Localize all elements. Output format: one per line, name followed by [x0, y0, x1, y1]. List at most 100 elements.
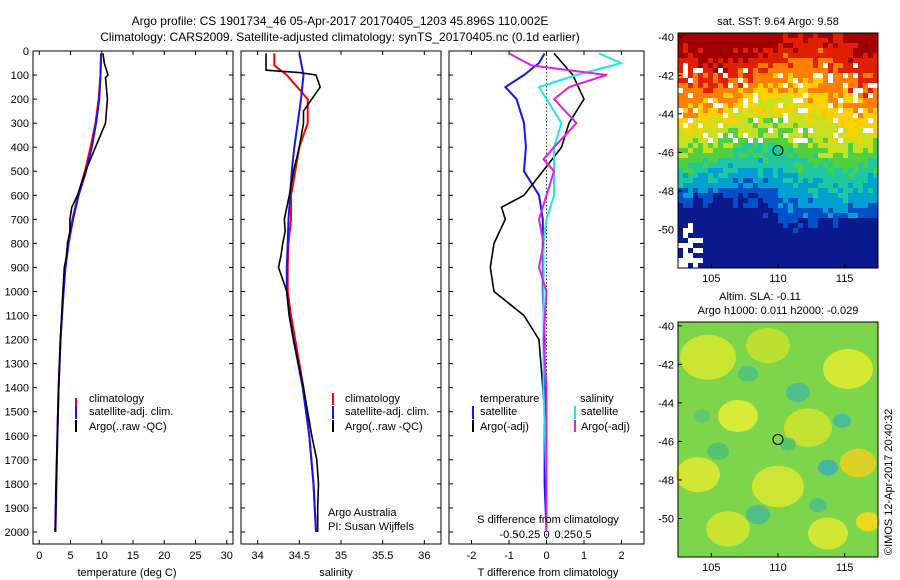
heatmap-cell — [843, 248, 849, 254]
heatmap-cell — [788, 188, 794, 194]
heatmap-cell — [728, 58, 734, 64]
heatmap-cell — [733, 178, 739, 184]
heatmap-cell — [688, 118, 694, 124]
heatmap-cell — [713, 58, 719, 64]
heatmap-cell — [858, 123, 864, 129]
heatmap-cell — [793, 213, 799, 219]
heatmap-cell — [718, 263, 724, 269]
heatmap-cell — [783, 128, 789, 134]
sla-map-subtitle: Argo h1000: 0.011 h2000: -0.029 — [698, 305, 859, 317]
heatmap-cell — [868, 73, 874, 79]
heatmap-cell — [693, 128, 699, 134]
heatmap-cell — [713, 113, 719, 119]
heatmap-cell — [723, 48, 729, 54]
heatmap-cell — [743, 238, 749, 244]
heatmap-cell — [803, 173, 809, 179]
heatmap-cell — [708, 198, 714, 204]
heatmap-cell — [693, 103, 699, 109]
heatmap-cell — [758, 38, 764, 44]
heatmap-cell — [863, 103, 869, 109]
x-tick-label: -1 — [504, 550, 514, 562]
heatmap-cell — [683, 33, 689, 39]
heatmap-cell — [718, 188, 724, 194]
heatmap-cell — [843, 223, 849, 229]
heatmap-cell — [728, 68, 734, 74]
y-tick-label: 800 — [11, 238, 29, 250]
heatmap-cell — [678, 198, 684, 204]
heatmap-cell — [733, 163, 739, 169]
heatmap-cell — [708, 213, 714, 219]
heatmap-cell — [868, 33, 874, 39]
heatmap-cell — [743, 108, 749, 114]
heatmap-cell — [858, 88, 864, 94]
heatmap-cell — [763, 33, 769, 39]
heatmap-cell — [723, 38, 729, 44]
heatmap-cell — [778, 133, 784, 139]
heatmap-cell — [803, 228, 809, 234]
heatmap-cell — [833, 153, 839, 159]
heatmap-cell — [693, 193, 699, 199]
heatmap-cell — [698, 48, 704, 54]
heatmap-cell — [723, 33, 729, 39]
heatmap-cell — [778, 233, 784, 239]
heatmap-cell — [753, 93, 759, 99]
heatmap-cell — [758, 78, 764, 84]
difference-panel: -2 -1 0 1 2-0.5-0.25 0 0.25 0.5 T difference fr… — [448, 50, 645, 579]
heatmap-cell — [778, 108, 784, 114]
heatmap-cell — [813, 133, 819, 139]
heatmap-cell — [773, 203, 779, 209]
heatmap-cell — [813, 43, 819, 49]
heatmap-cell — [773, 68, 779, 74]
heatmap-cell — [713, 73, 719, 79]
heatmap-cell — [788, 138, 794, 144]
heatmap-cell — [773, 108, 779, 114]
heatmap-cell — [728, 163, 734, 169]
heatmap-cell — [718, 203, 724, 209]
heatmap-cell — [738, 43, 744, 49]
heatmap-cell — [753, 178, 759, 184]
heatmap-cell — [823, 248, 829, 254]
heatmap-cell — [833, 103, 839, 109]
heatmap-cell — [833, 33, 839, 39]
heatmap-cell — [753, 188, 759, 194]
heatmap-cell — [753, 248, 759, 254]
heatmap-cell — [843, 218, 849, 224]
heatmap-cell — [693, 58, 699, 64]
heatmap-cell — [793, 203, 799, 209]
heatmap-cell — [823, 203, 829, 209]
heatmap-cell — [733, 113, 739, 119]
heatmap-cell — [798, 163, 804, 169]
heatmap-cell — [828, 33, 834, 39]
heatmap-cell — [678, 103, 684, 109]
heatmap-cell — [813, 248, 819, 254]
heatmap-cell — [843, 183, 849, 189]
heatmap-cell — [748, 253, 754, 259]
heatmap-cell — [703, 183, 709, 189]
heatmap-cell — [783, 33, 789, 39]
heatmap-cell — [808, 153, 814, 159]
heatmap-cell — [688, 173, 694, 179]
heatmap-cell — [753, 148, 759, 154]
heatmap-cell — [828, 43, 834, 49]
heatmap-cell — [873, 143, 879, 149]
heatmap-cell — [758, 63, 764, 69]
heatmap-cell — [783, 63, 789, 69]
heatmap-cell — [828, 68, 834, 74]
heatmap-cell — [708, 203, 714, 209]
heatmap-cell — [868, 108, 874, 114]
heatmap-cell — [723, 63, 729, 69]
heatmap-cell — [838, 243, 844, 249]
heatmap-cell — [733, 108, 739, 114]
heatmap-cell — [808, 73, 814, 79]
heatmap-cell — [833, 148, 839, 154]
heatmap-cell — [723, 238, 729, 244]
heatmap-cell — [723, 183, 729, 189]
heatmap-cell — [763, 148, 769, 154]
heatmap-cell — [808, 183, 814, 189]
heatmap-cell — [723, 88, 729, 94]
heatmap-cell — [803, 93, 809, 99]
heatmap-cell — [693, 163, 699, 169]
heatmap-cell — [813, 258, 819, 264]
y-tick-label: 1400 — [5, 383, 29, 395]
